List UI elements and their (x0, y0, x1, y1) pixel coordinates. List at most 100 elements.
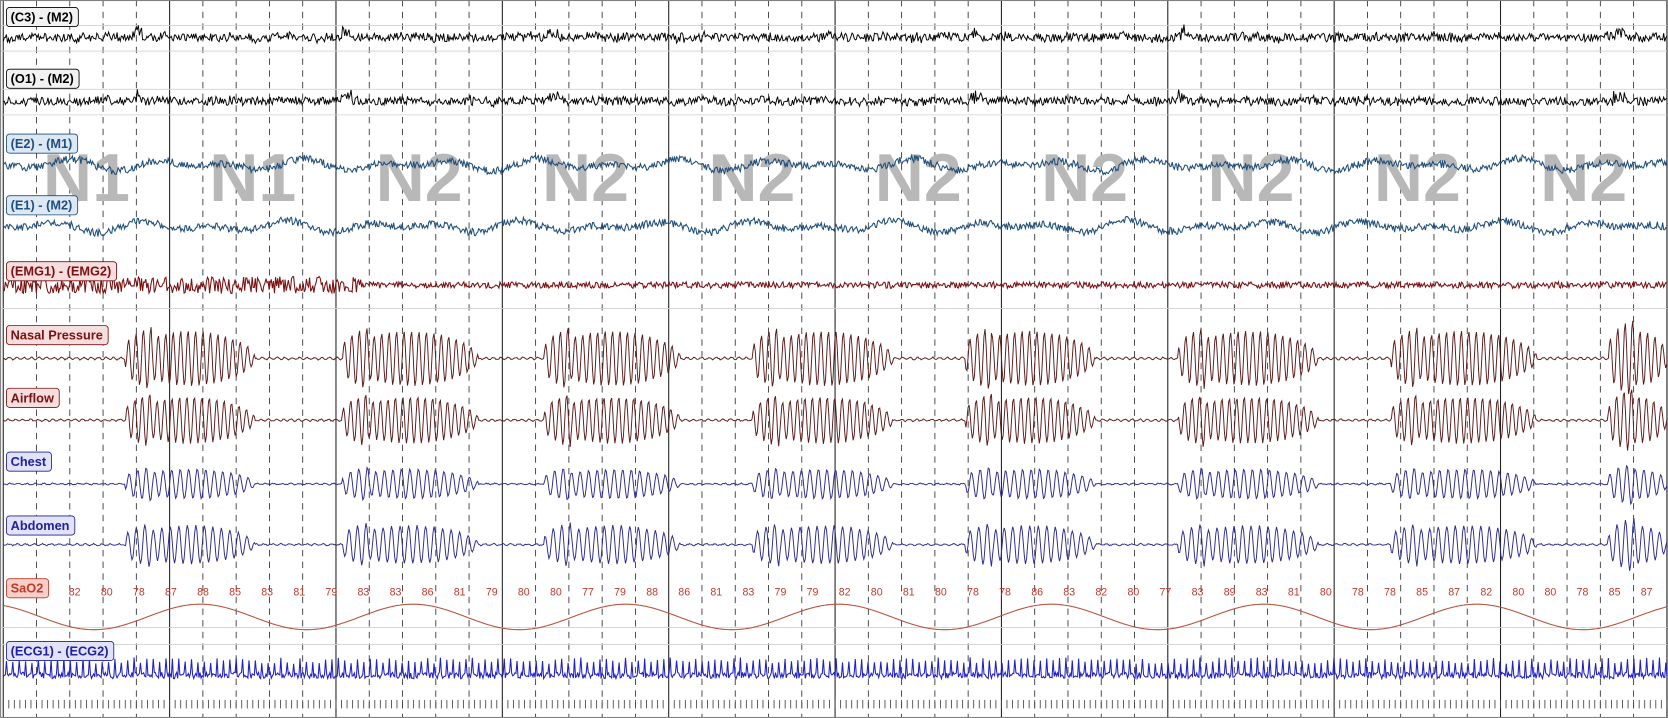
waveform (3, 389, 1668, 451)
stage-label: N2 (1374, 140, 1461, 216)
channel-label: (ECG1) - (ECG2) (6, 640, 115, 661)
channel-label: (C3) - (M2) (6, 7, 79, 28)
label-box (6, 451, 52, 472)
sao2-value: 86 (1031, 586, 1043, 598)
stage-label: N2 (542, 140, 629, 216)
sao2-value: 80 (1320, 586, 1332, 598)
sao2-value: 78 (133, 586, 145, 598)
stage-label: N2 (1041, 140, 1128, 216)
sao2-value: 79 (775, 586, 787, 598)
label-text: Abdomen (11, 518, 70, 533)
label-box (6, 515, 76, 536)
sao2-value: 83 (358, 586, 370, 598)
waveform (2, 657, 1668, 681)
sao2-value: 80 (101, 586, 113, 598)
stage-label: N2 (1207, 140, 1294, 216)
sao2-value: 80 (1127, 586, 1139, 598)
label-text: (O1) - (M2) (11, 71, 74, 86)
sao2-value: 87 (165, 586, 177, 598)
channel-label: (EMG1) - (EMG2) (6, 261, 118, 282)
channel-label: (O1) - (M2) (6, 68, 80, 89)
sao2-value: 79 (807, 586, 819, 598)
channel-label: Airflow (6, 387, 60, 408)
label-box (6, 387, 60, 408)
sao2-value: 78 (1352, 586, 1364, 598)
sao2-value: 83 (1192, 586, 1204, 598)
sao2-value: 80 (550, 586, 562, 598)
waveform (3, 603, 1667, 631)
waveform (2, 215, 1668, 238)
channel-label: Abdomen (6, 515, 76, 536)
label-text: Chest (11, 454, 47, 469)
label-text: (E1) - (M2) (11, 198, 73, 213)
sao2-value: 83 (390, 586, 402, 598)
sao2-value: 86 (678, 586, 690, 598)
waveform (3, 464, 1668, 506)
stage-label: N2 (875, 140, 962, 216)
label-box (6, 195, 79, 216)
sao2-value: 80 (871, 586, 883, 598)
sao2-value: 82 (69, 586, 81, 598)
sao2-value: 83 (1256, 586, 1268, 598)
sao2-value: 87 (1448, 586, 1460, 598)
channel-labels: 80 82 80 78 87 88 85 83 81 79 83 83 86 81 79 80 80 77 79 88… (6, 7, 1653, 661)
label-text: (E2) - (M1) (11, 136, 73, 151)
sao2-value: 77 (582, 586, 594, 598)
label-box (6, 261, 118, 282)
sao2-value: 79 (614, 586, 626, 598)
waveform (2, 153, 1668, 176)
label-box (6, 68, 80, 89)
stage-label: N2 (376, 140, 463, 216)
sao2-value: 87 (1641, 586, 1653, 598)
stage-label: N1 (209, 140, 296, 216)
label-box (6, 578, 50, 599)
channel-label: (E2) - (M1) (6, 133, 79, 154)
waveform (3, 518, 1668, 571)
waveform (3, 275, 1668, 295)
label-box (6, 133, 79, 154)
channel-label: Chest (6, 451, 52, 472)
label-box (6, 325, 109, 346)
sao2-value: 78 (967, 586, 979, 598)
sao2-value: 78 (1577, 586, 1589, 598)
sao2-value: 77 (1160, 586, 1172, 598)
channel-label: SaO2 (6, 578, 50, 599)
sao2-value: 79 (325, 586, 337, 598)
sao2-value: 83 (261, 586, 273, 598)
traces (2, 24, 1668, 681)
label-text: Nasal Pressure (11, 328, 103, 343)
sao2-value: 78 (1384, 586, 1396, 598)
stage-label: N2 (708, 140, 795, 216)
channel-label: Nasal Pressure (6, 325, 109, 346)
sao2-value: 80 (518, 586, 530, 598)
sao2-value: 80 (1512, 586, 1524, 598)
label-text: (C3) - (M2) (11, 9, 73, 24)
label-text: (EMG1) - (EMG2) (11, 264, 112, 279)
sao2-value: 82 (1095, 586, 1107, 598)
label-text: (ECG1) - (ECG2) (11, 643, 109, 658)
sao2-value: 89 (1224, 586, 1236, 598)
sao2-value: 81 (293, 586, 305, 598)
label-text: Airflow (11, 390, 54, 405)
sao2-value: 85 (229, 586, 241, 598)
sao2-value: 83 (742, 586, 754, 598)
sao2-value: 88 (197, 586, 209, 598)
sao2-value: 88 (646, 586, 658, 598)
sao2-value: 80 (935, 586, 947, 598)
sao2-value: 83 (1063, 586, 1075, 598)
sao2-value: 78 (999, 586, 1011, 598)
sao2-value: 81 (710, 586, 722, 598)
sao2-value: 85 (1416, 586, 1428, 598)
sao2-value: 81 (1288, 586, 1300, 598)
stage-label: N2 (1540, 140, 1627, 216)
sao2-value: 81 (903, 586, 915, 598)
label-box (6, 7, 79, 28)
sao2-value: 79 (486, 586, 498, 598)
sao2-value: 85 (1609, 586, 1621, 598)
label-box (6, 640, 115, 661)
waveform (2, 24, 1668, 45)
